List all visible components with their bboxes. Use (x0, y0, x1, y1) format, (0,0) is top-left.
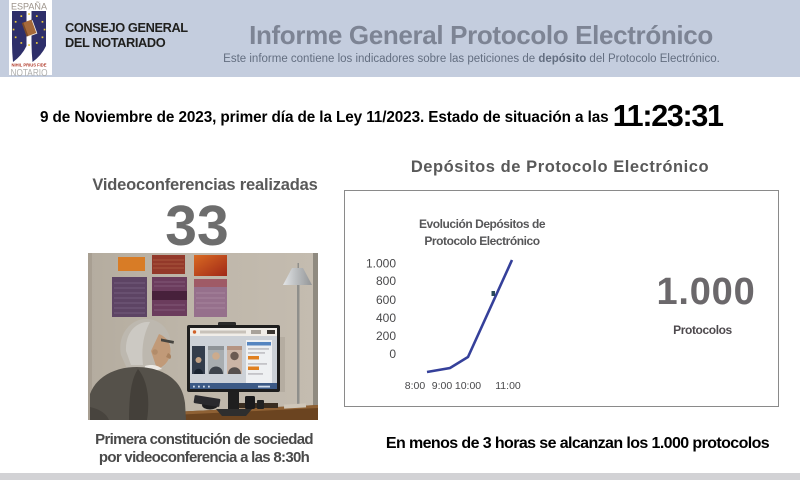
svg-text:NOTARIO: NOTARIO (11, 68, 48, 77)
svg-text:10:00: 10:00 (455, 380, 481, 392)
svg-text:8:00: 8:00 (405, 380, 426, 392)
svg-text:400: 400 (376, 311, 396, 325)
svg-text:0: 0 (389, 347, 396, 361)
svg-text:1.000: 1.000 (366, 257, 396, 271)
svg-text:200: 200 (376, 329, 396, 343)
svg-text:9:00: 9:00 (432, 380, 453, 392)
svg-text:ESPAÑA: ESPAÑA (11, 2, 47, 12)
svg-text:NIHIL PRIUS FIDE: NIHIL PRIUS FIDE (12, 63, 47, 68)
svg-text:600: 600 (376, 293, 396, 307)
svg-text:11:00: 11:00 (495, 380, 521, 392)
svg-text:800: 800 (376, 274, 396, 288)
